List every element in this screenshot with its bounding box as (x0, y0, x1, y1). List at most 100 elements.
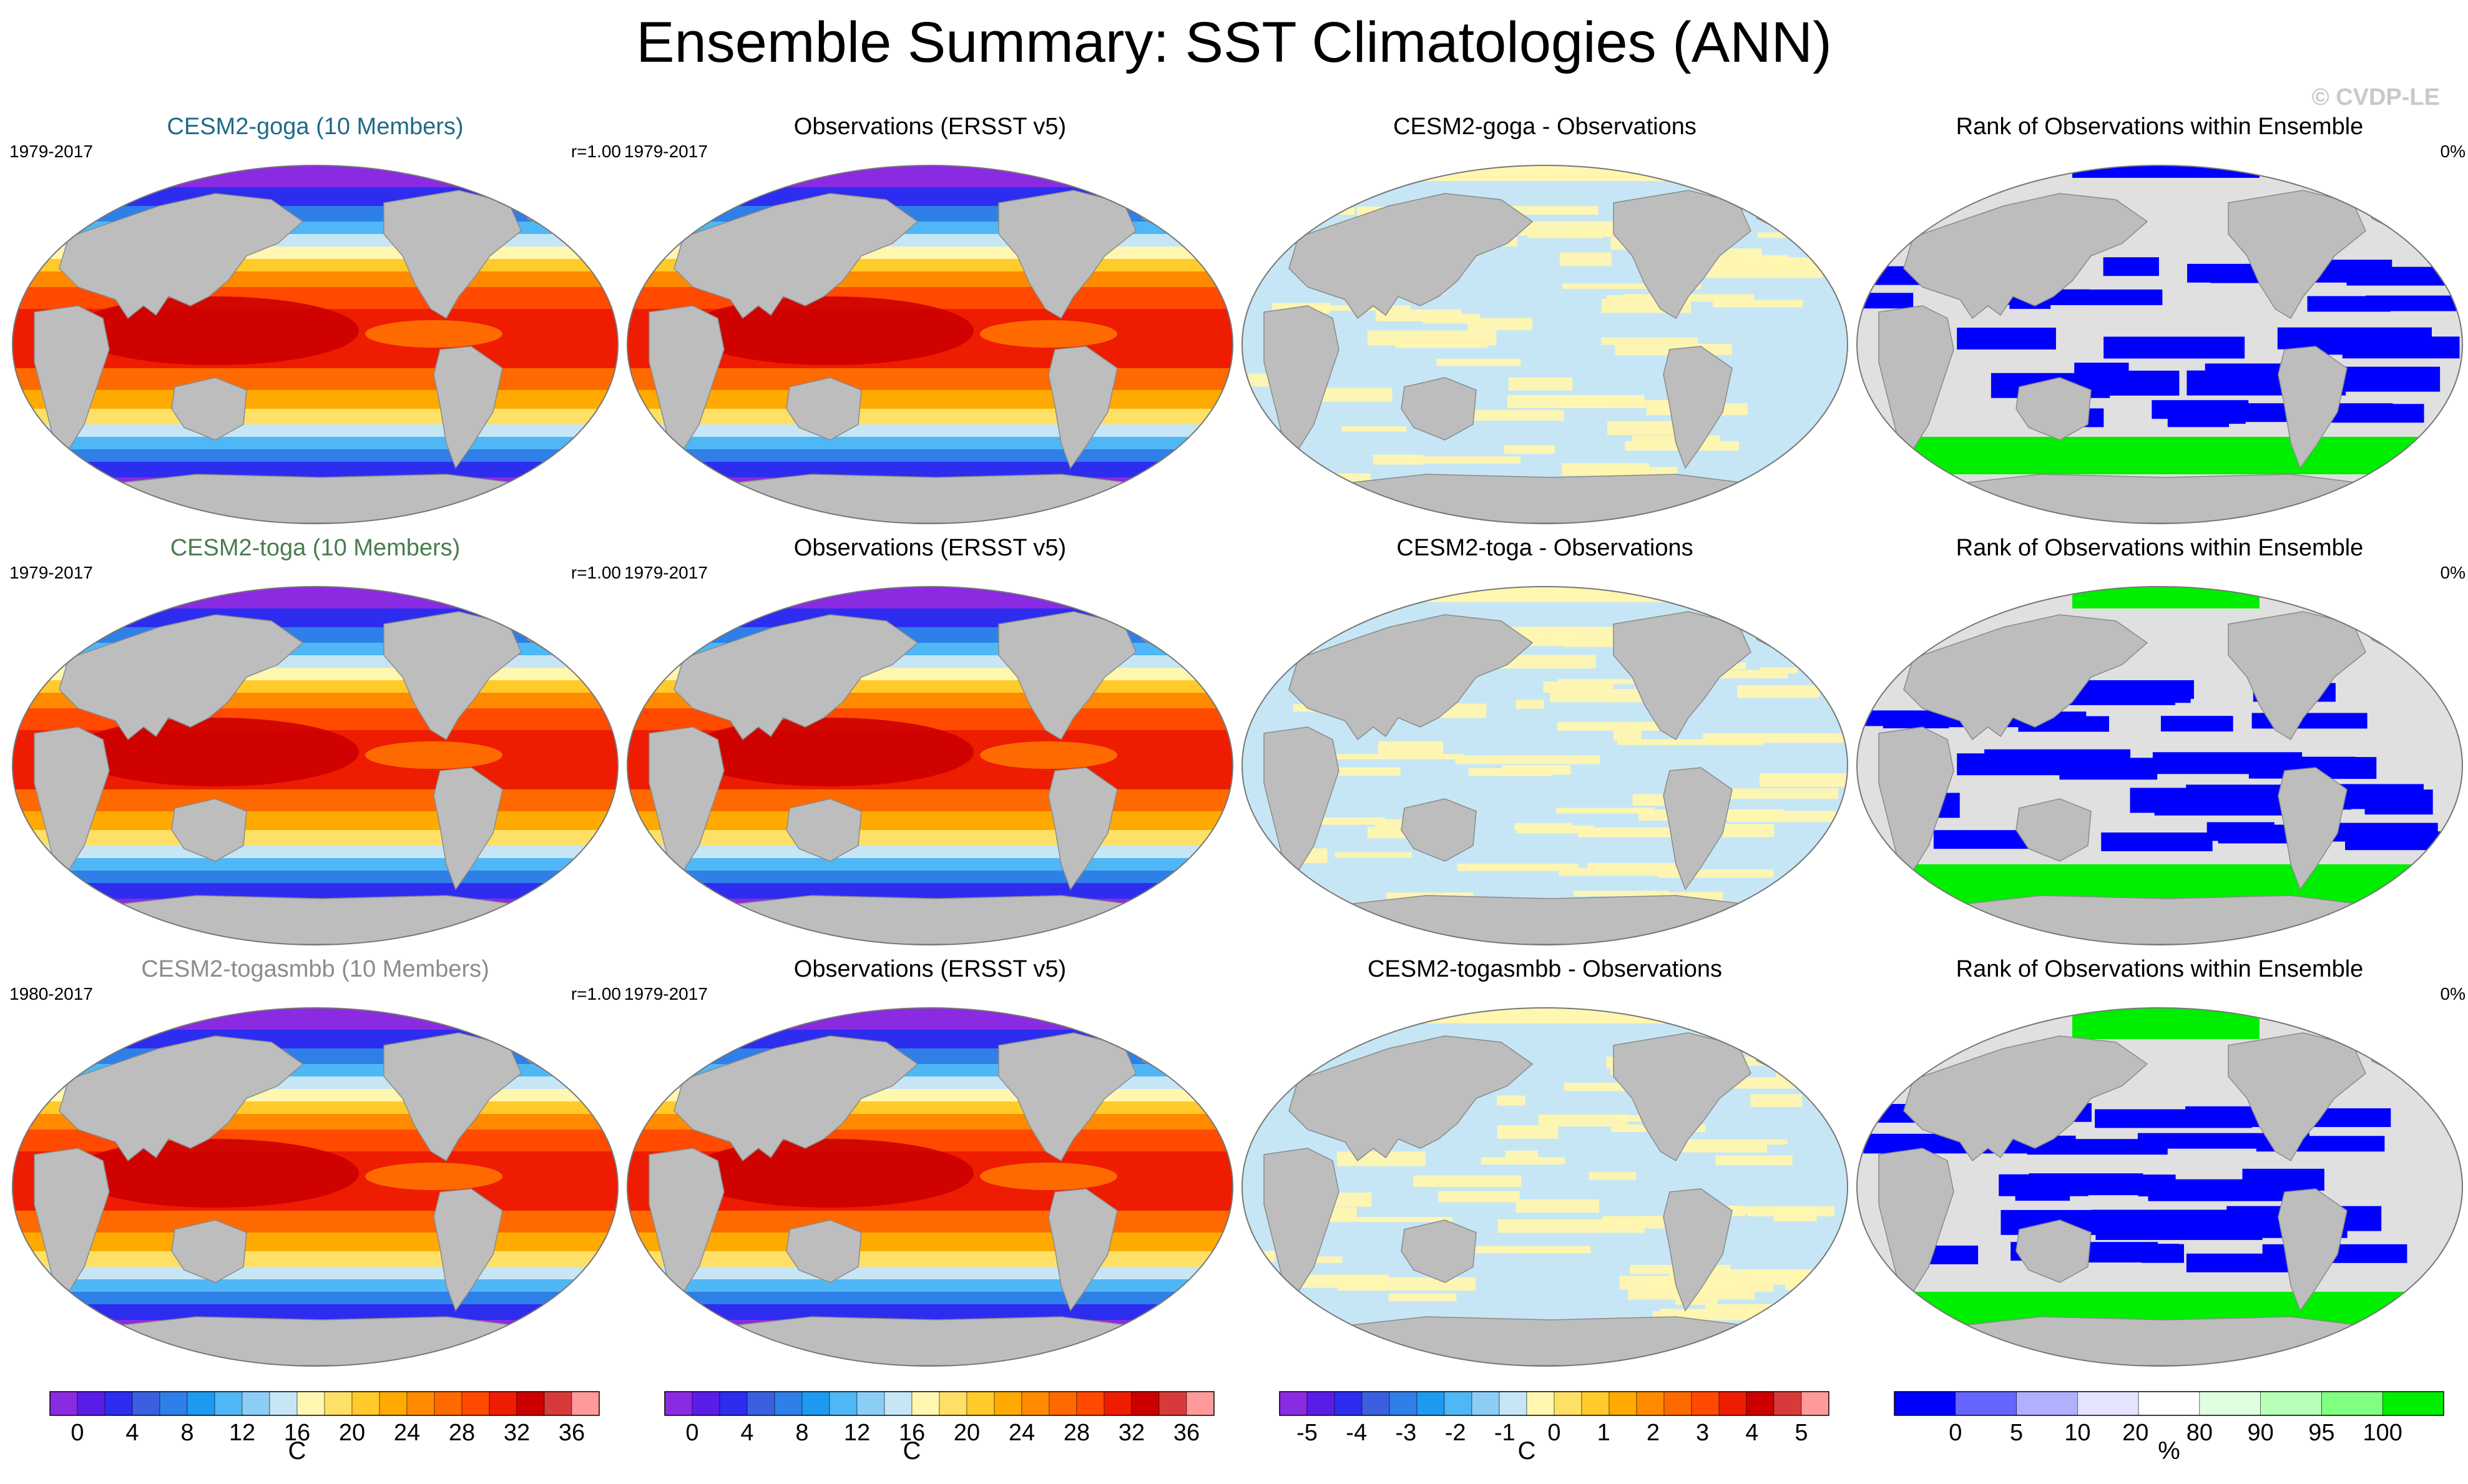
diff-patch (1281, 305, 1411, 311)
colorbar-swatch (2016, 1391, 2078, 1416)
land-mass (1663, 767, 1733, 891)
warm-pool (687, 1139, 974, 1208)
diff-patch (1660, 1309, 1764, 1318)
watermark: © CVDP-LE (2311, 84, 2440, 110)
colorbar-tick-label: 100 (2363, 1420, 2402, 1446)
diff-patch (1455, 755, 1600, 764)
obs-panel-title: Observations (ERSST v5) (793, 956, 1067, 982)
colorbar-swatch (544, 1391, 572, 1416)
colorbar-swatch (1746, 1391, 1775, 1416)
land-mass (673, 614, 919, 741)
page-title: Ensemble Summary: SST Climatologies (ANN… (636, 11, 1832, 74)
diff-patch (1304, 388, 1393, 402)
colorbar-swatch (2321, 1391, 2383, 1416)
colorbar-tick-label: 20 (954, 1420, 980, 1446)
colorbar-swatch (1131, 1391, 1160, 1416)
colorbar-swatch (461, 1391, 490, 1416)
model-map (12, 586, 619, 945)
diff-patch (1702, 788, 1839, 799)
obs-panel-title: Observations (ERSST v5) (793, 114, 1067, 140)
colorbar-swatch (1955, 1391, 2017, 1416)
diff-patch (1574, 891, 1670, 897)
colorbar-tick-label: 8 (795, 1420, 808, 1446)
colorbar-swatch (516, 1391, 545, 1416)
colorbar-swatch (351, 1391, 380, 1416)
diff-patch (1559, 395, 1609, 409)
colorbar-unit: C (903, 1437, 921, 1460)
model-map-container (9, 162, 621, 527)
land-mass (2015, 1219, 2092, 1283)
diff-patch (1557, 721, 1668, 731)
sst-band (627, 846, 1233, 858)
rank-map-container (1854, 162, 2466, 527)
diff-panel-2: CESM2-toga - Observations (1239, 534, 1851, 949)
map-outline (1856, 1007, 2463, 1367)
land-mass (697, 1316, 1163, 1366)
diff-patch (1467, 318, 1533, 331)
diff-patch (1323, 1217, 1453, 1223)
colorbar-tick-label: 0 (71, 1420, 84, 1446)
colorbar-swatch (2138, 1391, 2200, 1416)
colorbar-unit: % (2158, 1437, 2180, 1460)
map-outline (1856, 586, 2463, 945)
sst-band (12, 1233, 618, 1251)
land-mass (1401, 1219, 1477, 1283)
colorbar-outline (664, 1391, 1215, 1416)
diff-panel-3: CESM2-togasmbb - Observations (1239, 955, 1851, 1370)
rank-low-patch (2074, 363, 2129, 388)
sst-band (627, 1267, 1233, 1279)
rank-low-patch (1930, 1245, 1979, 1264)
map-outline (1241, 165, 1848, 524)
land-mass (1263, 305, 1339, 451)
sst-band (627, 1008, 1233, 1030)
colorbar-swatch (911, 1391, 940, 1416)
year-range: 1980-2017 (9, 984, 93, 1003)
sst-band (12, 587, 618, 608)
year-range: 1979-2017 (9, 142, 93, 161)
diff-patch (1617, 739, 1763, 745)
map-outline (12, 586, 619, 945)
land-mass (1401, 377, 1477, 441)
colorbar-tick-label: 16 (899, 1420, 925, 1446)
model-map (12, 165, 619, 524)
rank-high-patch (2072, 1008, 2260, 1039)
sst-band (627, 811, 1233, 830)
rank-low-patch (2101, 832, 2213, 852)
land-mass (34, 1148, 110, 1293)
land-mass (59, 193, 304, 320)
colorbar-swatch (324, 1391, 353, 1416)
colorbar-swatch (2077, 1391, 2139, 1416)
sst-band (12, 424, 618, 437)
land-mass (697, 895, 1163, 945)
rank-map-container (1854, 1005, 2466, 1370)
model-map (12, 1007, 619, 1367)
colorbar-tick-label: 20 (2122, 1420, 2148, 1446)
diff-patch (1293, 1274, 1389, 1288)
sst-band (627, 1233, 1233, 1251)
diff-patch (1502, 764, 1571, 775)
land-mass (1048, 346, 1118, 469)
diff-patch (1341, 426, 1407, 432)
rank-low-patch (2345, 831, 2462, 851)
colorbar-swatch (1554, 1391, 1582, 1416)
diff-patch (1555, 808, 1655, 814)
land-mass (1312, 474, 1778, 524)
colorbar-unit: C (1518, 1437, 1536, 1460)
rank-low-patch (2086, 1244, 2179, 1263)
land-mass (1903, 614, 2148, 741)
cold-tongue (980, 1163, 1117, 1190)
land-mass (1878, 305, 1954, 451)
diff-patch (1334, 754, 1464, 759)
colorbar-tick-label: 5 (2010, 1420, 2023, 1446)
pattern-correlation: r=1.00 (570, 563, 621, 582)
diff-patch (1587, 862, 1683, 869)
colorbar-swatch (1049, 1391, 1077, 1416)
land-mass (1288, 614, 1534, 741)
colorbar-swatch (1581, 1391, 1610, 1416)
diff-patch (1334, 852, 1412, 858)
rank-map (1856, 1007, 2463, 1367)
rank-low-patch (1957, 753, 2111, 776)
colorbar-swatch (994, 1391, 1022, 1416)
diff-panel-title: CESM2-goga - Observations (1393, 114, 1697, 140)
colorbar-tick-label: -5 (1296, 1420, 1318, 1446)
